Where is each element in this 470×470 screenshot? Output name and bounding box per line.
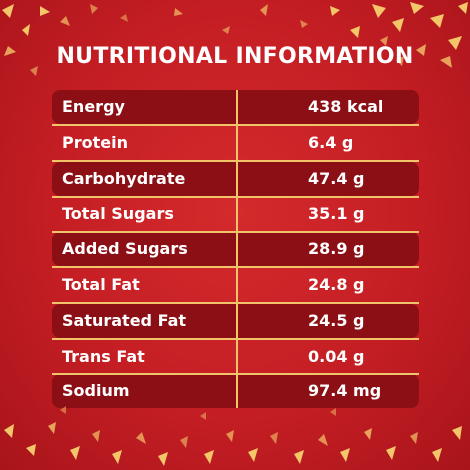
nutrient-value: 97.4 mg [308, 381, 382, 400]
nutrient-label: Trans Fat [62, 347, 145, 366]
row-divider [52, 196, 419, 198]
nutrient-label: Total Sugars [62, 204, 174, 223]
nutrient-label: Energy [62, 97, 125, 116]
table-row: Sodium 97.4 mg [52, 374, 419, 408]
nutrient-value: 47.4 g [308, 169, 365, 188]
row-divider [52, 124, 419, 126]
column-divider [236, 90, 238, 408]
row-divider [52, 302, 419, 304]
nutrient-value: 35.1 g [308, 204, 365, 223]
nutrient-label: Carbohydrate [62, 169, 186, 188]
table-row: Carbohydrate 47.4 g [52, 162, 419, 196]
table-row: Added Sugars 28.9 g [52, 232, 419, 266]
row-divider [52, 231, 419, 233]
nutrient-label: Saturated Fat [62, 311, 187, 330]
nutrient-value: 438 kcal [308, 97, 384, 116]
nutrient-label: Sodium [62, 381, 130, 400]
table-row: Total Sugars 35.1 g [52, 197, 419, 231]
nutrient-label: Added Sugars [62, 239, 188, 258]
table-row: Energy 438 kcal [52, 90, 419, 124]
nutrient-value: 24.5 g [308, 311, 365, 330]
page-title: NUTRITIONAL INFORMATION [56, 44, 414, 69]
nutrient-value: 28.9 g [308, 239, 365, 258]
table-row: Saturated Fat 24.5 g [52, 304, 419, 338]
nutrient-value: 6.4 g [308, 133, 354, 152]
nutrient-value: 24.8 g [308, 275, 365, 294]
row-divider [52, 338, 419, 340]
nutrient-label: Total Fat [62, 275, 140, 294]
nutrient-label: Protein [62, 133, 128, 152]
table-row: Total Fat 24.8 g [52, 268, 419, 302]
row-divider [52, 373, 419, 375]
nutrient-value: 0.04 g [308, 347, 365, 366]
table-row: Trans Fat 0.04 g [52, 340, 419, 374]
row-divider [52, 266, 419, 268]
table-row: Protein 6.4 g [52, 126, 419, 160]
nutrition-table: Energy 438 kcal Protein 6.4 g Carbohydra… [52, 90, 419, 408]
row-divider [52, 160, 419, 162]
